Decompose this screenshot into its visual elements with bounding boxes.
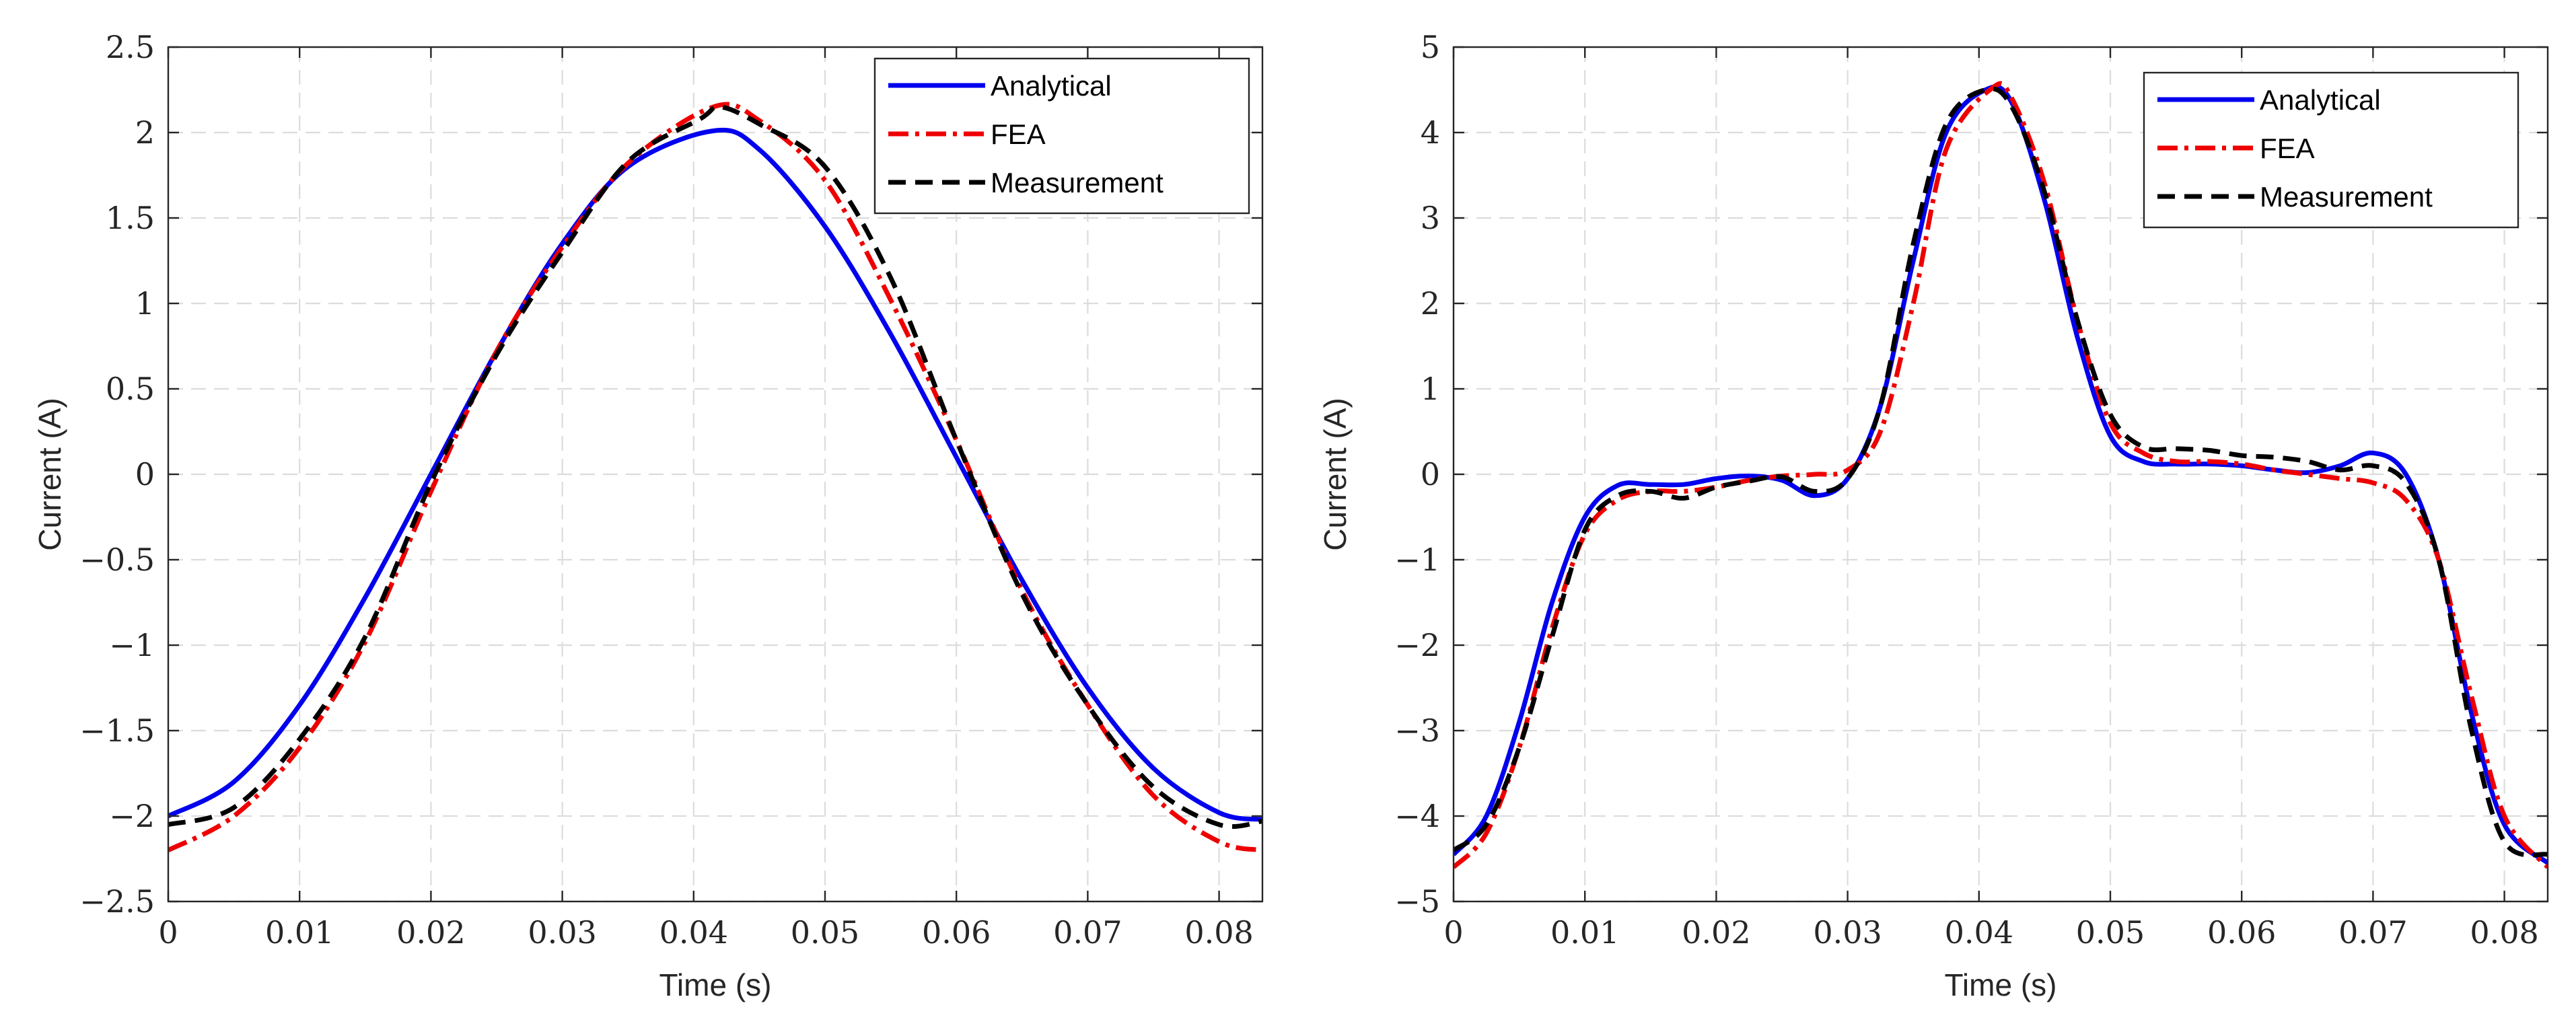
legend-label-fea: FEA <box>991 118 1046 150</box>
x-tick-label: 0.07 <box>1053 914 1122 951</box>
y-tick-label: −2 <box>1394 627 1440 663</box>
x-tick-label: 0 <box>158 914 178 951</box>
y-tick-label: −1.5 <box>79 712 155 749</box>
x-tick-label: 0.06 <box>2207 914 2276 951</box>
x-tick-label: 0 <box>1443 914 1463 951</box>
series-group <box>168 102 1262 853</box>
series-line-analytical <box>168 128 1262 822</box>
x-tick-label: 0.08 <box>1184 914 1253 951</box>
x-tick-label: 0.03 <box>528 914 596 951</box>
y-tick-label: 2 <box>135 114 155 151</box>
x-tick-label: 0.06 <box>922 914 991 951</box>
y-tick-label: −2.5 <box>79 883 155 920</box>
y-tick-label: 0 <box>135 456 155 492</box>
x-tick-label: 0.03 <box>1813 914 1882 951</box>
x-tick-label: 0.05 <box>2076 914 2145 951</box>
y-tick-label: −4 <box>1394 798 1440 834</box>
y-tick-label: 3 <box>1421 200 1440 236</box>
y-tick-label: 0.5 <box>106 371 155 407</box>
y-tick-label: 1 <box>135 285 155 322</box>
x-tick-label: 0.02 <box>396 914 465 951</box>
y-axis-label: Current (A) <box>1318 398 1353 550</box>
y-tick-label: 0 <box>1421 456 1440 492</box>
y-tick-label: 4 <box>1421 114 1440 151</box>
x-tick-label: 0.07 <box>2338 914 2407 951</box>
y-axis-label: Current (A) <box>32 398 67 550</box>
y-tick-label: 5 <box>1421 29 1440 65</box>
series-line-measurement <box>168 104 1262 830</box>
y-tick-label: 2.5 <box>106 29 155 65</box>
y-tick-label: 1 <box>1421 371 1440 407</box>
legend-label-analytical: Analytical <box>2260 84 2381 116</box>
y-tick-label: −5 <box>1394 883 1440 920</box>
legend-label-measurement: Measurement <box>991 167 1164 198</box>
y-tick-label: −2 <box>109 798 155 834</box>
x-tick-label: 0.08 <box>2470 914 2538 951</box>
chart-right: 0 0.01 0.02 0.03 0.04 0.05 0.06 0.07 0.08 −5 −4 −3 −… <box>1318 29 2549 1002</box>
y-tick-label: 1.5 <box>106 200 155 236</box>
series-group <box>1454 81 2548 869</box>
y-tick-label: −3 <box>1394 712 1440 749</box>
chart-left: 0 0.01 0.02 0.03 0.04 0.05 0.06 0.07 0.08 −2.5 −2 −… <box>32 29 1264 1002</box>
y-tick-label: −1 <box>1394 542 1440 578</box>
series-line-fea <box>168 102 1262 853</box>
legend-label-analytical: Analytical <box>991 70 1112 102</box>
x-tick-label: 0.01 <box>1550 914 1619 951</box>
x-tick-label: 0.04 <box>1945 914 2013 951</box>
x-tick-label: 0.01 <box>265 914 334 951</box>
legend: Analytical FEA Measurement <box>873 57 1250 215</box>
y-tick-label: −0.5 <box>79 542 155 578</box>
x-tick-label: 0.02 <box>1682 914 1750 951</box>
x-axis-label: Time (s) <box>659 967 772 1002</box>
legend-label-measurement: Measurement <box>2260 181 2433 213</box>
series-line-measurement <box>1454 86 2548 858</box>
legend-label-fea: FEA <box>2260 133 2315 164</box>
y-tick-label: 2 <box>1421 285 1440 322</box>
legend: Analytical FEA Measurement <box>2143 71 2519 229</box>
x-axis-label: Time (s) <box>1945 967 2057 1002</box>
x-tick-label: 0.04 <box>659 914 728 951</box>
y-tick-label: −1 <box>109 627 155 663</box>
series-line-analytical <box>1454 84 2548 865</box>
x-tick-label: 0.05 <box>791 914 859 951</box>
